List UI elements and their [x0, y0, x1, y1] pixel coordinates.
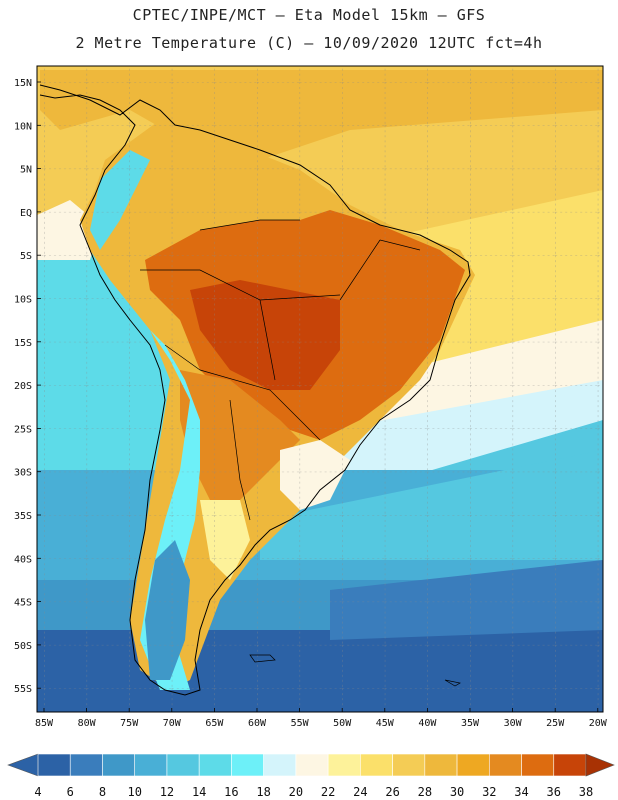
colorbar-swatch: [134, 753, 168, 777]
colorbar-swatch: [521, 753, 555, 777]
lat-tick-label: 45S: [14, 598, 32, 609]
colorbar-swatch: [198, 753, 232, 777]
colorbar-swatch: [37, 753, 71, 777]
colorbar-label: 32: [482, 785, 496, 799]
colorbar-label: 12: [160, 785, 174, 799]
lon-tick-label: 65W: [205, 718, 224, 729]
lat-tick-label: 40S: [14, 554, 32, 565]
lat-tick-label: 50S: [14, 641, 32, 652]
lon-tick-label: 80W: [78, 718, 97, 729]
temperature-colorbar: 4 6 8 10 12 14 16 18 20 22 24 26 28 30 32 34 36 38: [7, 753, 615, 799]
longitude-axis: 85W 80W 75W 70W 65W 60W 55W 50W 45W 40W 35W 30W 25W 2…: [35, 708, 608, 729]
lat-tick-label: 25S: [14, 424, 32, 435]
colorbar-swatch: [231, 753, 264, 777]
lon-tick-label: 30W: [504, 718, 523, 729]
colorbar-label: 10: [127, 785, 141, 799]
lat-lon-gridlines: [37, 66, 603, 712]
colorbar-swatch: [263, 753, 297, 777]
lon-tick-label: 70W: [163, 718, 182, 729]
colorbar-label: 16: [224, 785, 238, 799]
country-borders: [140, 219, 421, 521]
map-title-line-1: CPTEC/INPE/MCT – Eta Model 15km – GFS: [132, 6, 486, 24]
lat-tick-label: 15S: [14, 338, 32, 349]
colorbar-label: 6: [67, 785, 74, 799]
lon-tick-label: 20W: [589, 718, 608, 729]
colorbar-label: 18: [256, 785, 270, 799]
colorbar-label: 4: [34, 785, 41, 799]
lon-tick-label: 55W: [291, 718, 310, 729]
lon-tick-label: 45W: [376, 718, 395, 729]
lat-tick-label: 30S: [14, 468, 32, 479]
lat-tick-label: 35S: [14, 511, 32, 522]
colorbar-min-arrow: [7, 753, 39, 777]
colorbar-swatch: [295, 753, 329, 777]
lat-tick-label: 10N: [14, 121, 32, 132]
colorbar-swatch: [327, 753, 361, 777]
lon-tick-label: 35W: [461, 718, 480, 729]
colorbar-label: 22: [321, 785, 335, 799]
lat-tick-label: 20S: [14, 381, 32, 392]
lon-tick-label: 25W: [546, 718, 565, 729]
colorbar-label: 30: [450, 785, 464, 799]
colorbar-label: 26: [385, 785, 399, 799]
lat-tick-label: 55S: [14, 684, 32, 695]
lat-tick-label: EQ: [20, 208, 32, 219]
colorbar-swatch: [360, 753, 393, 777]
falkland-islands: [249, 654, 461, 687]
colorbar-label: 34: [514, 785, 528, 799]
colorbar-label: 14: [192, 785, 206, 799]
lat-tick-label: 10S: [14, 295, 32, 306]
colorbar-label: 20: [289, 785, 303, 799]
colorbar-label: 36: [547, 785, 561, 799]
colorbar-swatch: [456, 753, 490, 777]
colorbar-label: 8: [99, 785, 106, 799]
colorbar-swatch: [424, 753, 458, 777]
colorbar-swatch: [488, 753, 522, 777]
colorbar-swatch: [102, 753, 136, 777]
lat-tick-label: 15N: [14, 78, 32, 89]
south-america-coastline: [39, 84, 471, 696]
lat-tick-label: 5N: [20, 165, 32, 176]
colorbar-swatch: [166, 753, 200, 777]
colorbar-swatch: [69, 753, 103, 777]
lon-tick-label: 50W: [333, 718, 352, 729]
latitude-axis: 15N 10N 5N EQ 5S 10S 15S 20S 25S 30S 35S 40S 45S 50S 5…: [14, 78, 41, 695]
colorbar-max-arrow: [585, 753, 615, 777]
temperature-field: [37, 66, 603, 712]
lon-tick-label: 85W: [35, 718, 54, 729]
lon-tick-label: 75W: [120, 718, 139, 729]
colorbar-label: 38: [579, 785, 593, 799]
colorbar-label: 24: [353, 785, 367, 799]
colorbar-swatch: [392, 753, 426, 777]
lat-tick-label: 5S: [20, 251, 32, 262]
lon-tick-label: 60W: [248, 718, 267, 729]
map-title-line-2: 2 Metre Temperature (C) – 10/09/2020 12U…: [75, 34, 543, 52]
colorbar-label: 28: [418, 785, 432, 799]
colorbar-swatch: [553, 753, 587, 777]
lon-tick-label: 40W: [418, 718, 437, 729]
map-frame: [36, 65, 604, 713]
